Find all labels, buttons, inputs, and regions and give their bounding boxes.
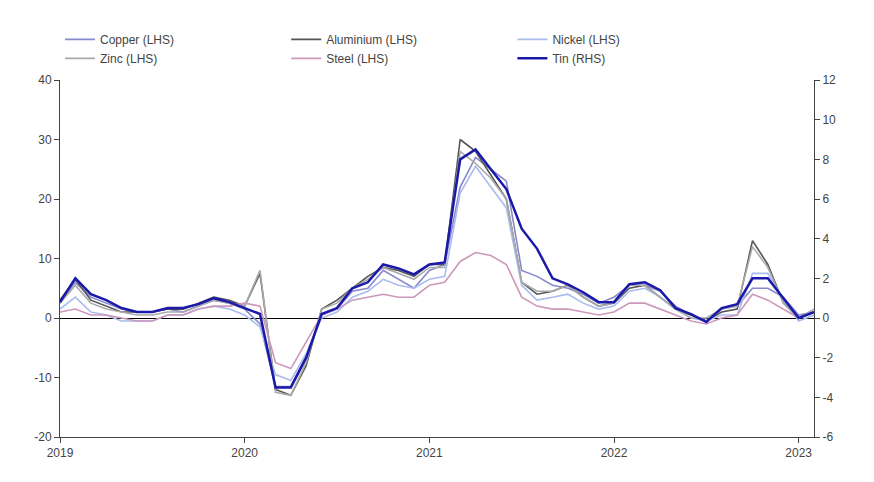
- svg-text:2022: 2022: [601, 446, 628, 460]
- svg-text:Steel (LHS): Steel (LHS): [326, 52, 388, 66]
- svg-text:-6: -6: [822, 430, 833, 444]
- svg-text:-2: -2: [822, 351, 833, 365]
- svg-text:Copper (LHS): Copper (LHS): [100, 33, 174, 47]
- svg-text:12: 12: [822, 73, 836, 87]
- svg-text:2021: 2021: [416, 446, 443, 460]
- svg-text:30: 30: [38, 133, 52, 147]
- svg-text:40: 40: [38, 73, 52, 87]
- svg-text:4: 4: [822, 232, 829, 246]
- svg-text:2019: 2019: [47, 446, 74, 460]
- svg-text:0: 0: [822, 311, 829, 325]
- svg-text:-10: -10: [34, 371, 52, 385]
- svg-text:Tin (RHS): Tin (RHS): [552, 52, 605, 66]
- svg-text:-4: -4: [822, 391, 833, 405]
- svg-text:8: 8: [822, 153, 829, 167]
- svg-text:2023: 2023: [785, 446, 812, 460]
- svg-text:Zinc (LHS): Zinc (LHS): [100, 52, 157, 66]
- svg-text:0: 0: [45, 311, 52, 325]
- svg-text:2: 2: [822, 272, 829, 286]
- svg-text:2020: 2020: [231, 446, 258, 460]
- svg-text:10: 10: [38, 252, 52, 266]
- svg-text:10: 10: [822, 113, 836, 127]
- svg-text:20: 20: [38, 192, 52, 206]
- svg-text:6: 6: [822, 192, 829, 206]
- svg-text:-20: -20: [34, 430, 52, 444]
- svg-text:Aluminium (LHS): Aluminium (LHS): [326, 33, 417, 47]
- svg-text:Nickel (LHS): Nickel (LHS): [552, 33, 619, 47]
